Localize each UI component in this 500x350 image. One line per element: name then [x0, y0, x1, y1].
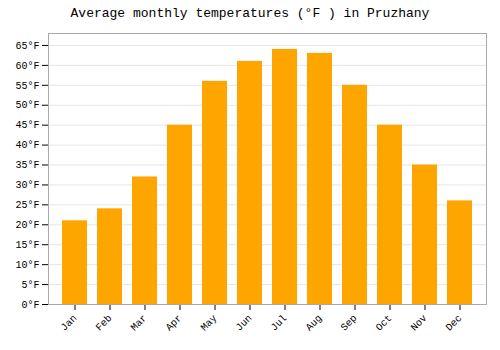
svg-text:35°F: 35°F — [15, 160, 39, 171]
svg-text:Apr: Apr — [164, 313, 185, 334]
svg-text:Dec: Dec — [444, 313, 465, 334]
svg-text:40°F: 40°F — [15, 140, 39, 151]
svg-text:45°F: 45°F — [15, 120, 39, 131]
svg-text:10°F: 10°F — [15, 260, 39, 271]
svg-text:Mar: Mar — [129, 313, 150, 334]
svg-text:Jul: Jul — [269, 313, 290, 334]
svg-text:65°F: 65°F — [15, 41, 39, 52]
svg-text:Jan: Jan — [59, 313, 80, 334]
svg-text:5°F: 5°F — [21, 280, 39, 291]
svg-text:Nov: Nov — [409, 313, 430, 334]
svg-text:0°F: 0°F — [21, 300, 39, 311]
svg-text:Sep: Sep — [339, 313, 360, 334]
svg-text:Jun: Jun — [234, 313, 255, 334]
svg-text:Feb: Feb — [94, 313, 115, 334]
svg-text:50°F: 50°F — [15, 100, 39, 111]
svg-text:May: May — [199, 313, 220, 334]
svg-text:60°F: 60°F — [15, 61, 39, 72]
svg-text:30°F: 30°F — [15, 180, 39, 191]
svg-text:55°F: 55°F — [15, 81, 39, 92]
svg-text:Oct: Oct — [374, 313, 395, 334]
svg-text:15°F: 15°F — [15, 240, 39, 251]
svg-text:Aug: Aug — [304, 313, 325, 334]
svg-text:20°F: 20°F — [15, 220, 39, 231]
svg-text:25°F: 25°F — [15, 200, 39, 211]
html-text:Average monthly temperatures (: Average monthly temperatures (°F ) in Pr… — [70, 6, 430, 21]
